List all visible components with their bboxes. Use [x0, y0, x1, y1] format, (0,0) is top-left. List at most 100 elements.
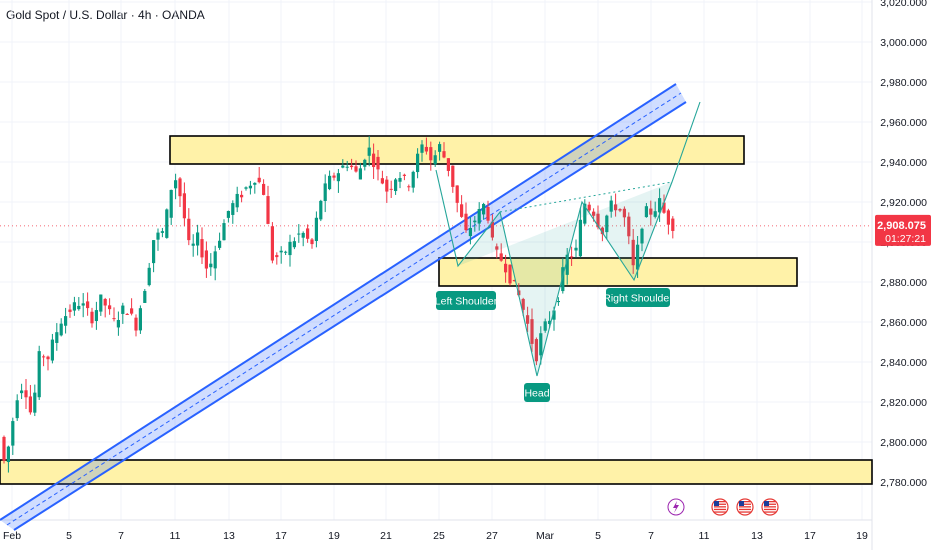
flag-stripe: [714, 511, 726, 513]
price-tick-label: 2,980.000: [880, 77, 927, 89]
us-flag-icon: [761, 498, 779, 516]
candle-down: [451, 165, 455, 187]
candle-down: [592, 211, 596, 216]
price-tick-label: 2,940.000: [880, 157, 927, 169]
candle-up: [231, 203, 235, 215]
flag-stripe: [764, 508, 776, 511]
time-tick-label: Feb: [3, 530, 21, 542]
candle-up: [292, 241, 296, 248]
price-tick-label: 2,800.000: [880, 437, 927, 449]
candle-up: [358, 168, 362, 180]
candle-up: [20, 390, 24, 394]
candle-up: [279, 250, 283, 253]
candle-down: [86, 301, 90, 309]
candle-down: [108, 305, 112, 310]
flag-stripe: [764, 511, 776, 513]
candle-down: [125, 313, 129, 315]
candle-up: [196, 232, 200, 246]
time-tick-label: 5: [595, 530, 601, 542]
candle-down: [460, 204, 464, 217]
candle-up: [121, 305, 125, 314]
zone-resistance: [169, 135, 745, 165]
candle-up: [235, 193, 239, 208]
candle-up: [420, 144, 424, 153]
time-tick-label: 17: [275, 530, 287, 542]
zone-neckline-support: [438, 257, 798, 287]
head-label-box: [524, 383, 550, 402]
candle-up: [169, 189, 173, 218]
candle-up: [77, 305, 81, 310]
candle-down: [42, 356, 46, 358]
candle-down: [376, 156, 380, 170]
candle-up: [341, 165, 345, 168]
candle-up: [138, 308, 142, 331]
candle-up: [548, 320, 552, 324]
candle-up: [55, 332, 59, 343]
flag-stripe: [764, 503, 776, 505]
candle-up: [72, 302, 76, 311]
candle-up: [147, 267, 151, 286]
flag-stripe: [714, 503, 726, 505]
candle-down: [2, 436, 6, 461]
candle-up: [539, 333, 543, 356]
flag-canton: [739, 501, 744, 506]
left-shoulder-label-box: [436, 291, 496, 310]
zones: [0, 135, 873, 485]
candle-down: [490, 221, 494, 238]
chart-title: Gold Spot / U.S. Dollar · 4h · OANDA: [6, 8, 205, 22]
candle-up: [248, 185, 252, 189]
price-tag-value: 2,908.075: [877, 220, 926, 232]
candle-up: [15, 400, 19, 419]
candle-up: [301, 232, 305, 238]
candle-down: [649, 208, 653, 215]
candle-up: [398, 177, 402, 182]
candle-down: [407, 186, 411, 188]
candle-down: [402, 174, 406, 176]
candle-up: [288, 241, 292, 256]
candle-down: [662, 202, 666, 213]
candle-down: [587, 204, 591, 211]
candle-up: [482, 203, 486, 215]
neckline: [499, 181, 673, 213]
price-tick-label: 2,840.000: [880, 357, 927, 369]
candle-up: [565, 254, 569, 275]
time-tick-label: 11: [170, 530, 181, 542]
candle-up: [561, 267, 565, 292]
candle-down: [666, 210, 670, 225]
candle-down: [103, 298, 107, 306]
candle-up: [336, 173, 340, 182]
candle-down: [508, 264, 512, 284]
flag-stripe: [739, 506, 751, 508]
flag-stripe: [739, 511, 751, 513]
candle-down: [262, 183, 266, 195]
candle-down: [187, 218, 191, 241]
price-tick-label: 2,860.000: [880, 317, 927, 329]
flag-stripe: [714, 501, 726, 503]
candle-down: [631, 239, 635, 266]
candle-down: [275, 255, 279, 258]
us-flag-icon: [736, 498, 754, 516]
candle-down: [389, 188, 393, 190]
candle-down: [385, 179, 389, 192]
candle-up: [328, 175, 332, 190]
right-shoulder-label: Right Shoulder: [603, 288, 673, 307]
candle-down: [464, 213, 468, 231]
candle-down: [372, 153, 376, 168]
candle-up: [143, 290, 147, 303]
candle-down: [24, 390, 28, 398]
zone-lower-support: [0, 459, 873, 485]
candle-up: [191, 243, 195, 246]
candle-down: [504, 263, 508, 273]
candle-up: [244, 187, 248, 189]
price-tick-label: 3,020.000: [880, 0, 927, 9]
candle-up: [50, 339, 54, 361]
candle-up: [640, 228, 644, 244]
candle-up: [433, 155, 437, 165]
flag-canton: [714, 501, 719, 506]
candle-down: [570, 256, 574, 258]
time-tick-label: 5: [66, 530, 72, 542]
candle-down: [622, 208, 626, 218]
candle-down: [28, 396, 32, 413]
price-tick-label: 2,820.000: [880, 397, 927, 409]
